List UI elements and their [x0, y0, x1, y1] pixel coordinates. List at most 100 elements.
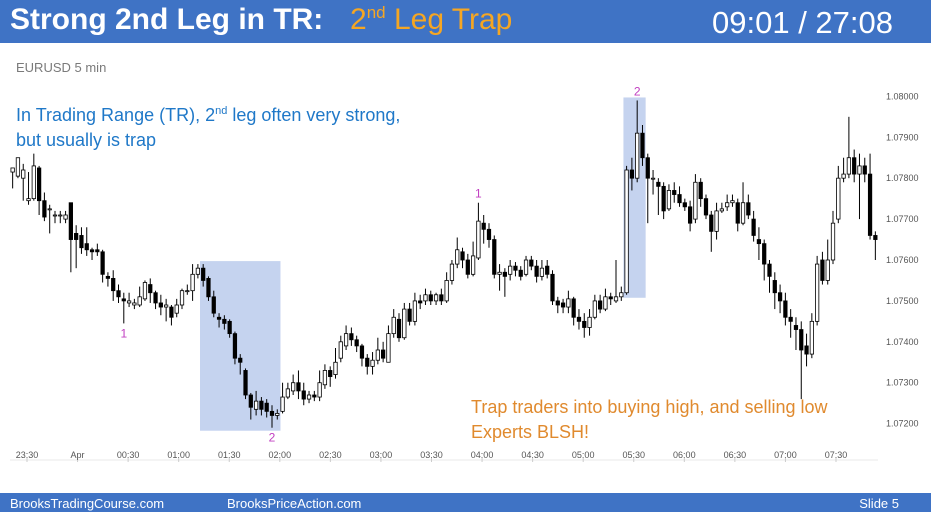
candle [693, 174, 698, 224]
bear-candle-body [264, 402, 269, 412]
candle [232, 331, 238, 365]
candle [862, 157, 867, 183]
candle [439, 288, 444, 305]
candle [677, 186, 682, 207]
candle [370, 352, 375, 375]
candle [476, 202, 481, 260]
candle [825, 239, 830, 285]
x-tick-label: 01:30 [218, 450, 241, 460]
bear-candle-body [460, 251, 465, 261]
bear-candle-body [582, 320, 587, 328]
footer-center-link[interactable]: BrooksPriceAction.com [227, 496, 362, 511]
bear-candle-body [672, 190, 677, 195]
footer-left-link[interactable]: BrooksTradingCourse.com [10, 496, 165, 511]
candle [809, 313, 814, 359]
candle [10, 167, 15, 189]
bear-candle-body [799, 329, 804, 351]
candle [550, 270, 555, 305]
candle [169, 305, 174, 326]
bear-candle-body [79, 235, 84, 249]
bear-candle-body [852, 157, 857, 175]
bear-candle-body [767, 263, 772, 277]
bear-candle-body [105, 275, 111, 279]
candle [89, 247, 95, 260]
candle [433, 292, 439, 305]
bull-candle-body [449, 263, 455, 281]
leg-labels-layer: 1 2 1 2 [120, 84, 640, 444]
highlight-box-2 [623, 97, 646, 298]
annotation-left-suffix: leg often very strong, [227, 105, 401, 125]
bear-candle-body [365, 357, 370, 367]
bull-candle-body [386, 333, 391, 363]
bear-candle-body [169, 306, 174, 318]
bear-candle-body [576, 316, 582, 322]
candle [280, 382, 285, 414]
candle [698, 178, 703, 207]
y-tick-label: 1.07600 [886, 255, 919, 265]
bull-candle-body [666, 190, 672, 210]
x-tick-label: 04:30 [521, 450, 544, 460]
candle [566, 290, 571, 314]
bear-candle-body [439, 294, 444, 302]
bear-candle-body [465, 259, 470, 275]
candle [285, 382, 290, 400]
candle [867, 153, 873, 240]
chart-axes: 1.08000 1.07900 1.07800 1.07700 1.07600 1.075… [10, 91, 919, 462]
bull-candle-body [624, 169, 629, 294]
candle [222, 315, 227, 330]
bull-candle-body [857, 165, 862, 175]
bull-candle-body [322, 370, 328, 386]
y-tick-label: 1.07800 [886, 173, 919, 183]
candle [613, 260, 619, 303]
candle [804, 333, 809, 367]
candle [672, 182, 677, 203]
candle [58, 210, 63, 224]
candle [703, 194, 709, 220]
candle [174, 298, 179, 318]
candle [79, 227, 84, 254]
bear-candle-body [492, 239, 497, 275]
bull-candle-body [470, 255, 476, 275]
y-tick-label: 1.08000 [886, 91, 919, 101]
candle [529, 255, 534, 271]
bull-candle-body [740, 202, 746, 224]
bull-candle-body [21, 169, 26, 179]
bull-candle-body [730, 200, 735, 204]
candle [523, 255, 529, 277]
x-tick-label: 02:00 [269, 450, 292, 460]
candle [751, 210, 756, 242]
bear-candle-body [84, 243, 89, 251]
candle [52, 210, 58, 224]
y-tick-label: 1.07200 [886, 419, 919, 429]
candle [333, 347, 338, 379]
bull-candle-body [375, 349, 380, 361]
bear-candle-body [312, 394, 317, 398]
candle [444, 272, 449, 303]
candle [873, 231, 878, 260]
candle [26, 172, 31, 205]
candle [381, 341, 386, 363]
bull-candle-body [370, 359, 375, 367]
candle [365, 354, 370, 375]
candle [449, 260, 455, 285]
candle [396, 313, 402, 342]
candle [762, 239, 767, 281]
candle [619, 286, 624, 301]
symbol-label: EURUSD 5 min [16, 60, 107, 75]
candle [788, 309, 793, 338]
bull-candle-body [603, 296, 608, 310]
bull-candle-body [412, 300, 418, 322]
candle [291, 374, 296, 395]
bull-candle-body [846, 157, 852, 175]
x-tick-label: 23:30 [16, 450, 39, 460]
candle [772, 272, 777, 310]
candle [206, 276, 211, 301]
bull-candle-body [10, 167, 15, 173]
bull-candle-body [402, 308, 407, 339]
candle [508, 260, 513, 281]
x-tick-label: 06:00 [673, 450, 696, 460]
candle [470, 241, 476, 277]
bull-candle-body [137, 296, 142, 306]
bear-candle-body [116, 290, 121, 298]
bear-candle-body [121, 298, 126, 302]
